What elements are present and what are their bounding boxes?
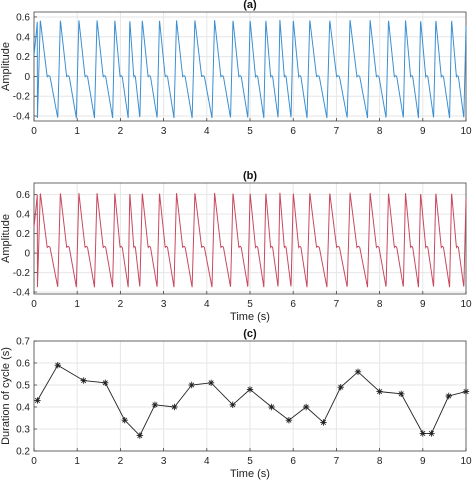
data-point-marker <box>354 368 362 375</box>
x-tick-label: 2 <box>118 126 124 137</box>
data-point-marker <box>136 432 144 439</box>
x-axis-label: Time (s) <box>230 468 270 480</box>
y-axis-label: Amplitude <box>0 42 12 91</box>
y-tick-label: 0.6 <box>16 359 30 370</box>
data-point-marker <box>54 362 61 369</box>
x-tick-label: 4 <box>204 456 210 467</box>
y-tick-label: 0.2 <box>16 52 30 63</box>
data-point-marker <box>34 397 41 404</box>
x-tick-label: 8 <box>377 126 383 137</box>
y-tick-label: -0.2 <box>13 92 31 103</box>
x-tick-label: 1 <box>74 456 80 467</box>
x-tick-label: 7 <box>334 126 340 137</box>
y-tick-label: 0.5 <box>16 381 30 392</box>
y-tick-label: 0.4 <box>16 32 30 43</box>
data-point-marker <box>229 401 236 408</box>
x-tick-label: 5 <box>247 126 253 137</box>
data-point-marker <box>419 430 426 437</box>
x-tick-label: 3 <box>161 299 167 310</box>
x-tick-label: 10 <box>460 126 472 137</box>
data-point-marker <box>285 417 293 424</box>
y-axis-label: Amplitude <box>0 214 12 263</box>
y-tick-label: -0.2 <box>13 268 31 279</box>
signal-line <box>33 19 467 119</box>
x-tick-label: 9 <box>420 299 426 310</box>
x-axis-label: Time (s) <box>230 311 270 323</box>
chart-title: (a) <box>243 0 257 11</box>
data-point-marker <box>188 381 195 389</box>
signal-line <box>33 192 467 288</box>
y-tick-label: 0.7 <box>16 337 30 348</box>
y-tick-label: 0.6 <box>16 12 30 23</box>
x-tick-label: 10 <box>460 299 472 310</box>
x-tick-label: 4 <box>204 299 210 310</box>
x-tick-label: 8 <box>377 299 383 310</box>
x-tick-label: 8 <box>377 456 383 467</box>
y-tick-label: 0 <box>24 72 30 83</box>
y-tick-label: 0.4 <box>16 403 30 414</box>
x-tick-label: 5 <box>247 456 253 467</box>
y-tick-label: -0.4 <box>13 288 31 299</box>
data-point-marker <box>151 401 159 408</box>
y-tick-label: 0.3 <box>16 425 30 436</box>
data-point-marker <box>398 390 405 397</box>
data-point-marker <box>102 379 109 386</box>
duration-line <box>37 364 467 437</box>
data-point-marker <box>268 403 275 411</box>
x-tick-label: 1 <box>74 126 80 137</box>
x-tick-label: 0 <box>31 299 37 310</box>
y-tick-label: 0.6 <box>16 190 30 201</box>
data-point-marker <box>80 377 87 384</box>
x-tick-label: 2 <box>118 299 124 310</box>
x-tick-label: 2 <box>118 456 124 467</box>
data-point-marker <box>320 419 327 426</box>
chart-title: (c) <box>243 328 257 340</box>
data-point-marker <box>428 430 435 437</box>
chart-title: (b) <box>243 170 257 182</box>
x-tick-label: 6 <box>290 299 296 310</box>
y-tick-label: 0.2 <box>16 447 30 458</box>
x-tick-label: 7 <box>334 299 340 310</box>
x-tick-label: 5 <box>247 299 253 310</box>
y-tick-label: -0.4 <box>13 112 31 123</box>
data-point-marker <box>376 388 383 395</box>
x-tick-label: 9 <box>420 456 426 467</box>
x-tick-label: 6 <box>290 456 296 467</box>
y-tick-label: 0.2 <box>16 229 30 240</box>
data-point-marker <box>171 403 178 411</box>
data-point-marker <box>121 417 128 424</box>
x-tick-label: 0 <box>31 126 37 137</box>
x-tick-label: 1 <box>74 299 80 310</box>
x-tick-label: 3 <box>161 126 167 137</box>
data-point-marker <box>445 392 452 400</box>
x-tick-label: 7 <box>334 456 340 467</box>
y-tick-label: 0 <box>24 249 30 260</box>
y-axis-label: Duration of cycle (s) <box>0 347 12 445</box>
x-tick-label: 10 <box>460 456 472 467</box>
data-point-marker <box>337 384 344 391</box>
data-point-marker <box>246 386 254 393</box>
x-tick-label: 4 <box>204 126 210 137</box>
x-tick-label: 3 <box>161 456 167 467</box>
x-tick-label: 0 <box>31 456 37 467</box>
data-point-marker <box>302 403 310 411</box>
y-tick-label: 0.4 <box>16 210 30 221</box>
data-point-marker <box>462 388 470 395</box>
x-tick-label: 9 <box>420 126 426 137</box>
data-point-marker <box>207 379 215 386</box>
x-tick-label: 6 <box>290 126 296 137</box>
